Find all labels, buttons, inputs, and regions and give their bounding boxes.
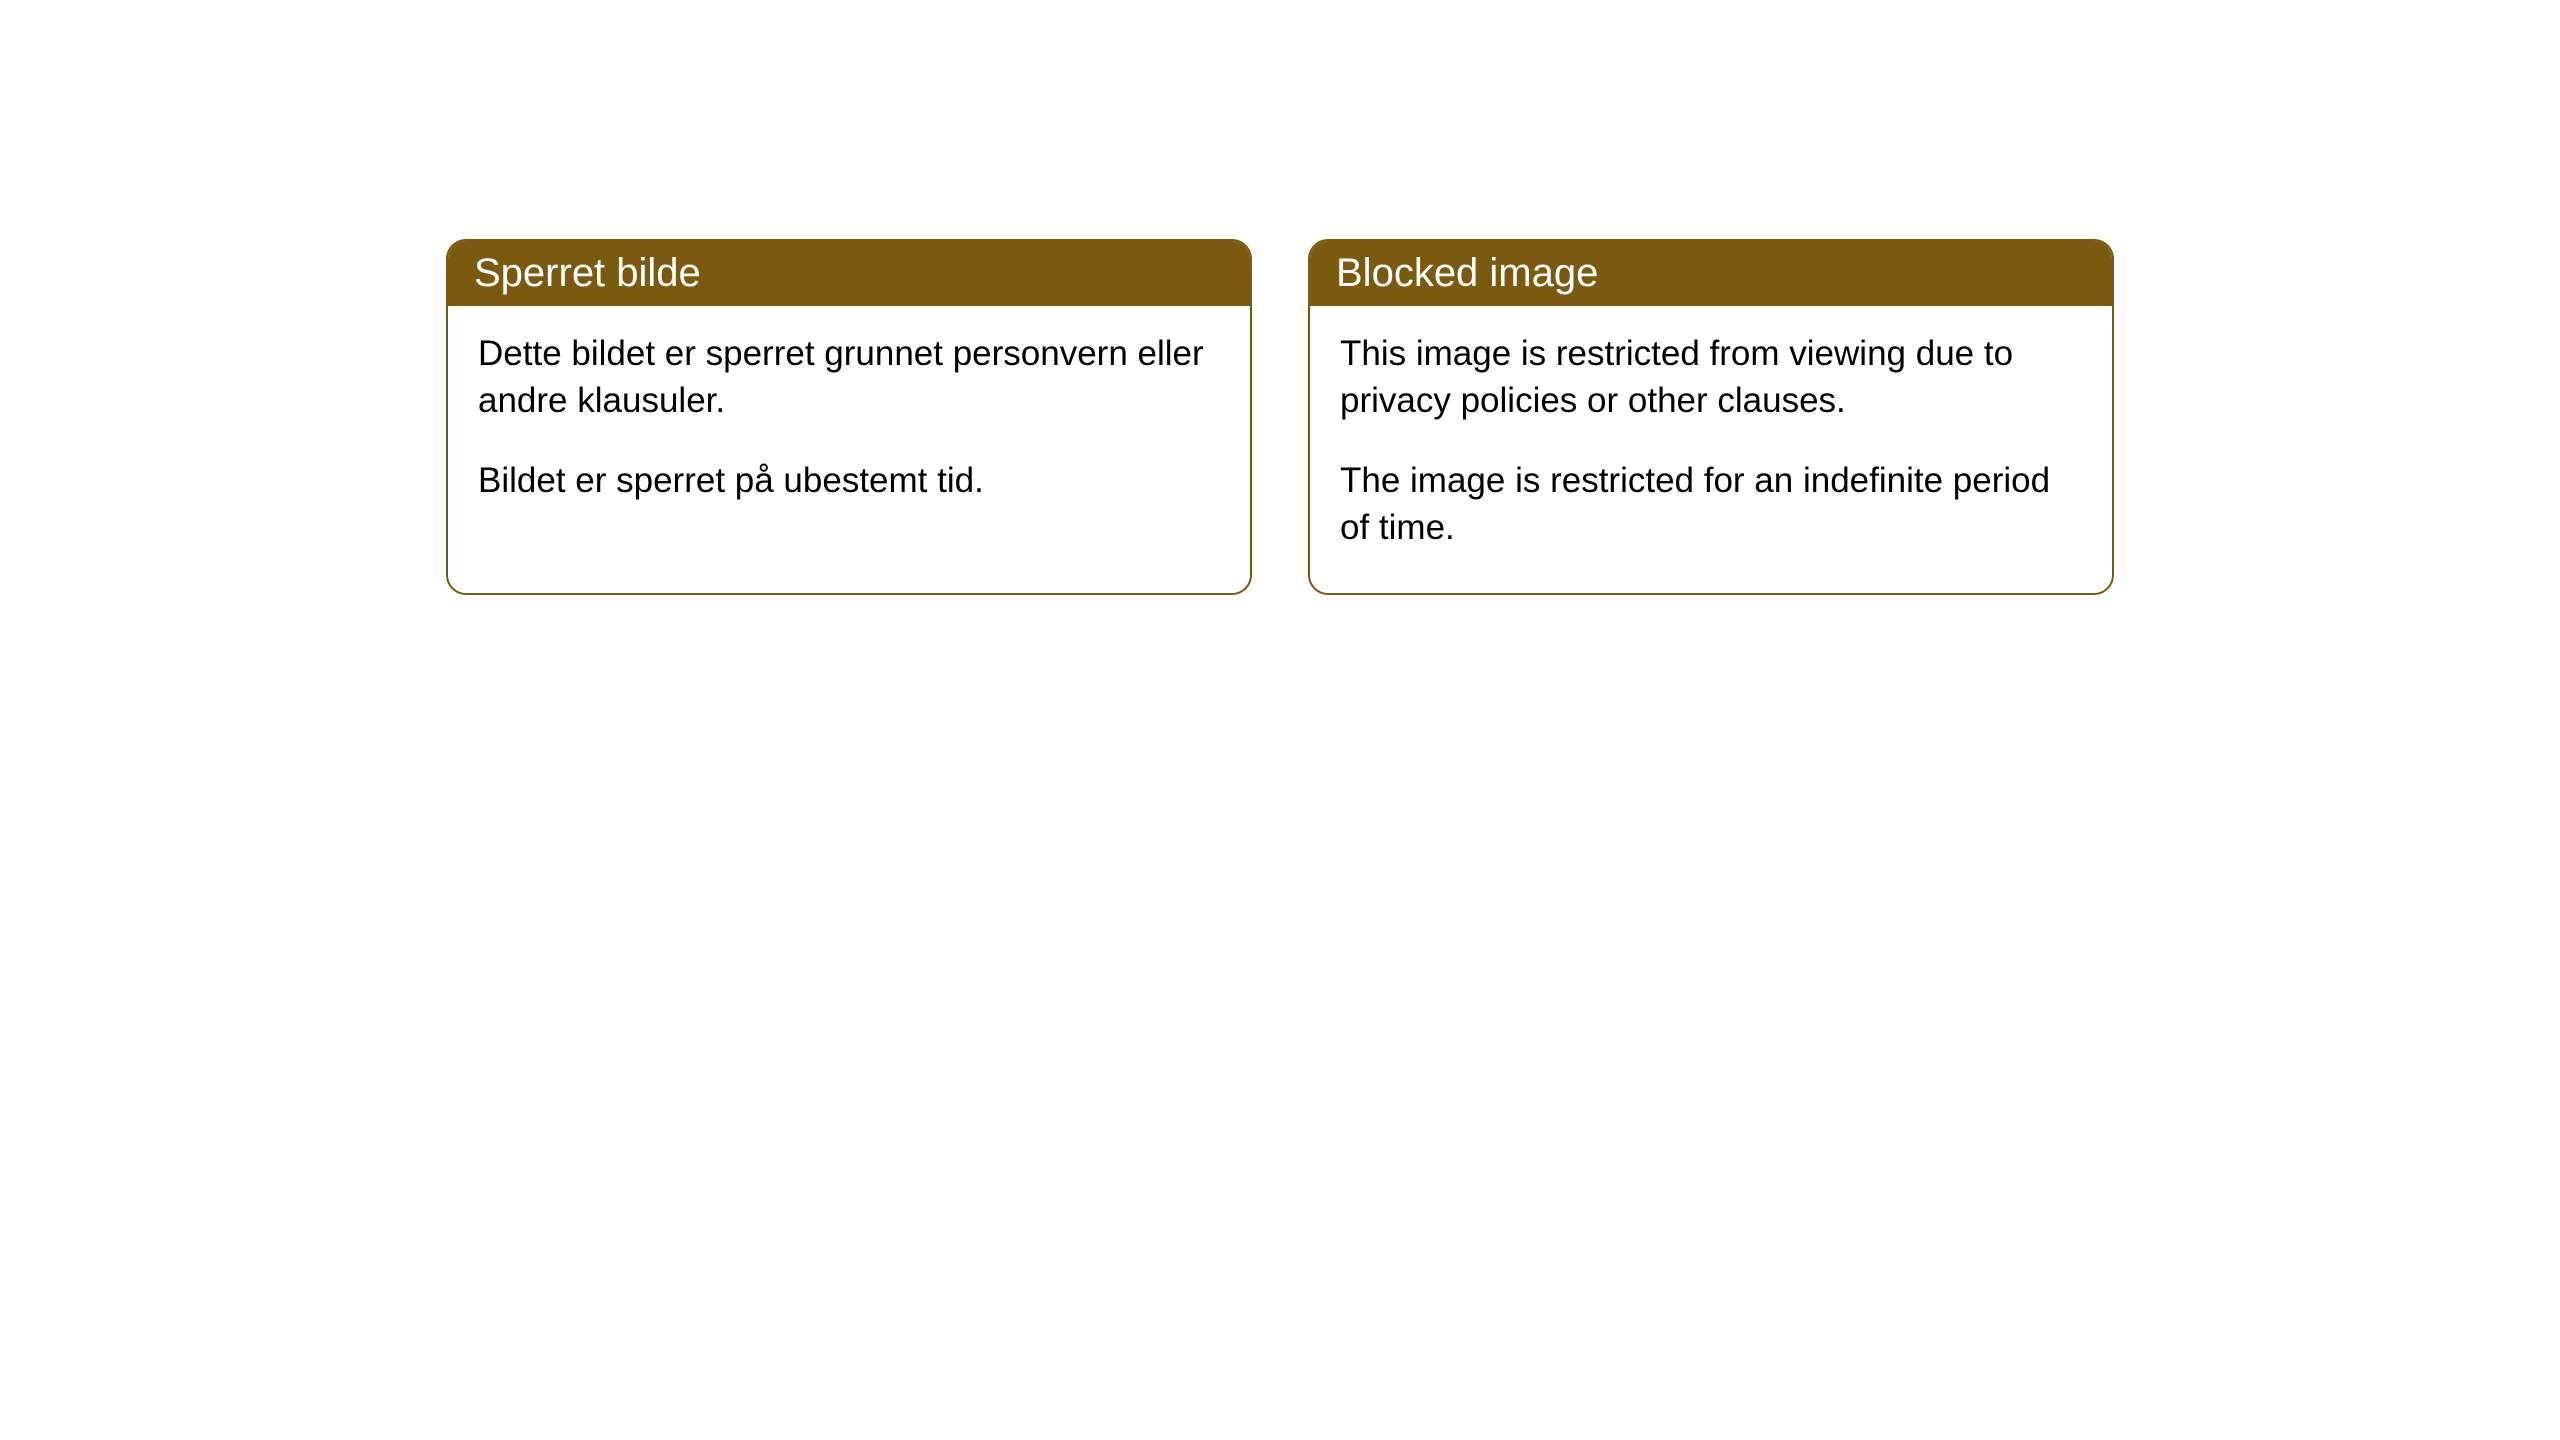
blocked-image-card-norwegian: Sperret bilde Dette bildet er sperret gr… <box>446 239 1252 595</box>
card-body-norwegian: Dette bildet er sperret grunnet personve… <box>448 306 1250 546</box>
card-paragraph-1-english: This image is restricted from viewing du… <box>1340 330 2082 425</box>
card-header-english: Blocked image <box>1310 241 2112 306</box>
card-paragraph-2-english: The image is restricted for an indefinit… <box>1340 457 2082 552</box>
card-paragraph-2-norwegian: Bildet er sperret på ubestemt tid. <box>478 457 1220 504</box>
blocked-image-card-english: Blocked image This image is restricted f… <box>1308 239 2114 595</box>
cards-container: Sperret bilde Dette bildet er sperret gr… <box>0 0 2560 595</box>
card-body-english: This image is restricted from viewing du… <box>1310 306 2112 593</box>
card-header-norwegian: Sperret bilde <box>448 241 1250 306</box>
card-paragraph-1-norwegian: Dette bildet er sperret grunnet personve… <box>478 330 1220 425</box>
